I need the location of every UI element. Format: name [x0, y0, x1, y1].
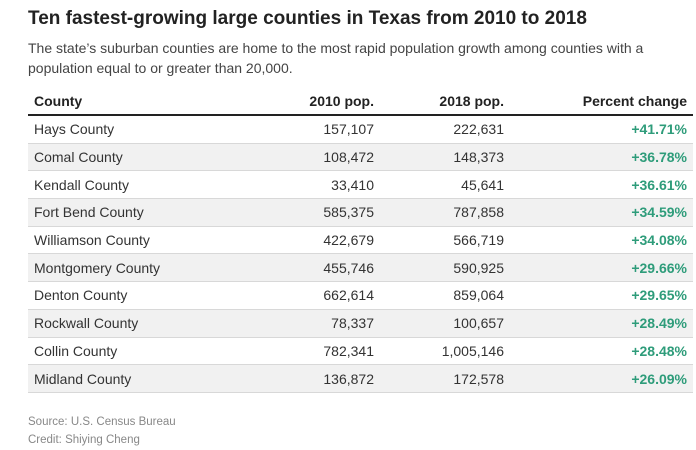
cell-2018-pop: 787,858 [380, 198, 510, 227]
cell-county: Hays County [28, 115, 240, 144]
table-row: Comal County 108,472 148,373 +36.78% [28, 143, 693, 172]
cell-county: Denton County [28, 281, 240, 310]
column-header-2010-pop: 2010 pop. [240, 88, 380, 116]
table-row: Collin County 782,341 1,005,146 +28.48% [28, 337, 693, 366]
cell-county: Rockwall County [28, 309, 240, 338]
table-row: Hays County 157,107 222,631 +41.71% [28, 115, 693, 144]
table-row: Denton County 662,614 859,064 +29.65% [28, 281, 693, 310]
cell-2018-pop: 148,373 [380, 143, 510, 172]
cell-2010-pop: 136,872 [240, 364, 380, 393]
table-row: Midland County 136,872 172,578 +26.09% [28, 364, 693, 393]
cell-county: Comal County [28, 143, 240, 172]
cell-2018-pop: 100,657 [380, 309, 510, 338]
cell-county: Kendall County [28, 170, 240, 200]
cell-2010-pop: 422,679 [240, 226, 380, 255]
table-row: Fort Bend County 585,375 787,858 +34.59% [28, 198, 693, 227]
column-header-percent-change: Percent change [510, 88, 693, 116]
table-row: Kendall County 33,410 45,641 +36.61% [28, 170, 693, 200]
cell-county: Midland County [28, 364, 240, 393]
cell-percent-change: +29.65% [510, 281, 693, 310]
footer: Source: U.S. Census Bureau Credit: Shiyi… [28, 413, 668, 449]
table-row: Montgomery County 455,746 590,925 +29.66… [28, 253, 693, 283]
cell-2010-pop: 782,341 [240, 337, 380, 366]
table-row: Rockwall County 78,337 100,657 +28.49% [28, 309, 693, 338]
cell-county: Williamson County [28, 226, 240, 255]
cell-2018-pop: 45,641 [380, 170, 510, 200]
cell-2018-pop: 1,005,146 [380, 337, 510, 366]
column-header-county: County [28, 88, 240, 116]
cell-2010-pop: 33,410 [240, 170, 380, 200]
counties-table: County 2010 pop. 2018 pop. Percent chang… [28, 88, 693, 393]
cell-2010-pop: 78,337 [240, 309, 380, 338]
column-header-2018-pop: 2018 pop. [380, 88, 510, 116]
cell-percent-change: +36.61% [510, 170, 693, 200]
cell-percent-change: +26.09% [510, 364, 693, 393]
cell-2010-pop: 585,375 [240, 198, 380, 227]
cell-percent-change: +36.78% [510, 143, 693, 172]
cell-county: Fort Bend County [28, 198, 240, 227]
cell-percent-change: +34.08% [510, 226, 693, 255]
cell-percent-change: +28.49% [510, 309, 693, 338]
cell-2018-pop: 566,719 [380, 226, 510, 255]
table-header-row: County 2010 pop. 2018 pop. Percent chang… [28, 88, 693, 116]
cell-county: Montgomery County [28, 253, 240, 283]
cell-percent-change: +34.59% [510, 198, 693, 227]
cell-2010-pop: 455,746 [240, 253, 380, 283]
cell-2018-pop: 172,578 [380, 364, 510, 393]
cell-2018-pop: 222,631 [380, 115, 510, 144]
page-title: Ten fastest-growing large counties in Te… [28, 8, 587, 29]
cell-percent-change: +28.48% [510, 337, 693, 366]
cell-percent-change: +29.66% [510, 253, 693, 283]
cell-2010-pop: 108,472 [240, 143, 380, 172]
table-row: Williamson County 422,679 566,719 +34.08… [28, 226, 693, 255]
source-note: Source: U.S. Census Bureau [28, 415, 176, 428]
page-subtitle: The state’s suburban counties are home t… [28, 40, 644, 76]
cell-2010-pop: 662,614 [240, 281, 380, 310]
cell-2018-pop: 859,064 [380, 281, 510, 310]
cell-county: Collin County [28, 337, 240, 366]
credit-note: Credit: Shiying Cheng [28, 433, 140, 446]
cell-percent-change: +41.71% [510, 115, 693, 144]
cell-2010-pop: 157,107 [240, 115, 380, 144]
cell-2018-pop: 590,925 [380, 253, 510, 283]
